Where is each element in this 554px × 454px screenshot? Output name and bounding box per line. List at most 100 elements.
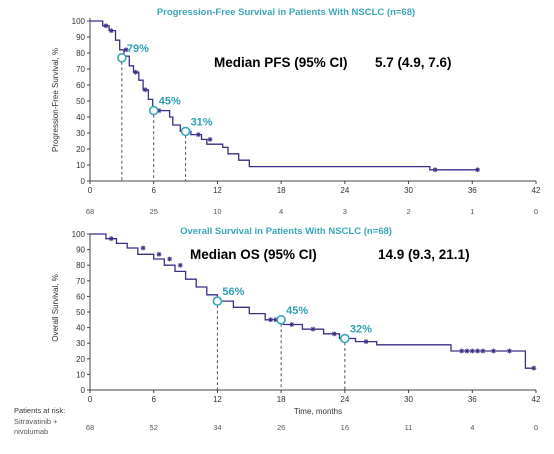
pfs-landmark-markers: 79% 45% 31% [117,43,213,137]
pfs-x-tick-label: 12 [213,186,222,195]
os-censor-mark [469,348,475,354]
os-censor-mark [108,236,114,242]
pfs-x-tick-label: 42 [532,186,541,195]
pfs-y-tick-label: 100 [72,17,86,26]
pfs-x-tick-label: 24 [340,186,349,195]
os-landmark-circle [212,296,223,306]
pfs-at-risk-value: 2 [406,207,410,216]
pfs-y-tick-label: 60 [76,81,85,90]
os-landmark-markers: 56% 45% 32% [212,286,372,344]
pfs-censor-marks [103,23,481,173]
pfs-at-risk-row: 68 25 10 4 3 2 1 0 [86,207,538,216]
pfs-landmark-circle [148,105,159,116]
os-x-tick-label: 42 [532,395,541,404]
pfs-landmark-guides [121,61,187,181]
pfs-x-tick-label: 0 [88,186,93,195]
pfs-y-tick-label: 0 [81,177,86,186]
pfs-x-tick-label: 30 [404,186,413,195]
os-censor-mark [480,348,486,354]
pfs-landmark-circle [117,52,127,63]
os-at-risk-value: 16 [341,423,349,432]
os-censor-mark [506,348,512,354]
os-y-ticks: 0 10 20 30 40 50 60 70 80 90 100 [72,230,90,395]
os-censor-mark [140,245,146,251]
os-x-tick-label: 0 [88,395,93,404]
pfs-median-text: Median PFS (95% CI) [214,55,348,70]
os-y-tick-label: 30 [76,339,85,348]
os-x-tick-label: 36 [468,395,477,404]
os-censor-mark [177,262,183,268]
pfs-landmark-label: 31% [191,116,213,128]
os-censor-mark [331,331,337,337]
pfs-at-risk-value: 1 [470,207,474,216]
os-y-tick-label: 90 [76,246,85,255]
os-at-risk-value: 68 [86,423,94,432]
pfs-censor-mark [103,23,109,29]
pfs-at-risk-value: 4 [279,207,283,216]
os-censor-mark [459,348,465,354]
os-at-risk-value: 11 [405,423,413,432]
pfs-y-tick-label: 10 [76,161,85,170]
pfs-y-tick-label: 40 [76,113,85,122]
pfs-censor-mark [432,167,438,173]
os-y-tick-label: 80 [76,261,85,270]
pfs-y-tick-label: 70 [76,65,85,74]
os-y-tick-label: 60 [76,292,85,301]
os-landmark-guides [216,305,346,390]
os-censor-mark [273,317,279,323]
os-landmark-circle [340,333,350,344]
pfs-y-ticks: 0 10 20 30 40 50 60 70 80 90 100 [72,17,90,186]
os-median-value: 14.9 (9.3, 21.1) [378,247,470,262]
pfs-landmark-circle [180,126,191,137]
os-x-tick-label: 30 [404,395,413,404]
pfs-y-axis-label: Progression-Free Survival, % [51,48,60,152]
pfs-censor-mark [207,136,213,142]
os-censor-mark [464,348,470,354]
pfs-y-tick-label: 80 [76,49,85,58]
os-y-tick-label: 50 [76,308,85,317]
os-landmark-label: 32% [350,324,372,336]
pfs-y-tick-label: 90 [76,33,85,42]
os-median-text: Median OS (95% CI) [190,247,317,262]
os-censor-mark [531,365,537,371]
pfs-y-tick-label: 50 [76,97,85,106]
os-x-tick-label: 12 [213,395,222,404]
pfs-censor-mark [142,87,148,93]
pfs-median-value: 5.7 (4.9, 7.6) [375,55,452,70]
pfs-x-tick-label: 36 [468,186,477,195]
pfs-landmark-label: 79% [127,43,149,55]
pfs-landmark-label: 45% [159,96,181,108]
os-at-risk-value: 26 [277,423,285,432]
pfs-at-risk-value: 3 [343,207,347,216]
os-title: Overall Survival in Patients With NSCLC … [180,226,392,237]
pfs-at-risk-value: 68 [86,207,94,216]
os-y-tick-label: 100 [72,230,86,239]
os-x-axis-label: Time, months [294,407,342,416]
os-censor-mark [491,348,497,354]
os-censor-mark [268,317,274,323]
pfs-x-tick-label: 6 [151,186,156,195]
pfs-censor-mark [123,47,129,53]
pfs-censor-mark [475,167,481,173]
pfs-at-risk-value: 10 [213,207,221,216]
os-at-risk-value: 34 [213,423,221,432]
os-at-risk-row: 68 52 34 26 16 11 4 0 [86,423,538,432]
os-y-tick-label: 20 [76,355,85,364]
os-at-risk-value: 4 [470,423,474,432]
risk-group-label-line1: Sitravatinib + [14,417,58,426]
pfs-censor-mark [108,28,114,34]
os-y-axis-label: Overall Survival, % [51,274,60,342]
pfs-at-risk-value: 25 [150,207,158,216]
os-y-tick-label: 40 [76,324,85,333]
pfs-x-ticks: 0 6 12 18 24 30 36 42 [88,181,541,195]
os-at-risk-value: 52 [150,423,158,432]
os-y-tick-label: 70 [76,277,85,286]
os-censor-marks [108,236,537,371]
pfs-title: Progression-Free Survival in Patients Wi… [157,7,415,18]
os-landmark-label: 56% [222,286,244,298]
os-x-tick-label: 6 [151,395,156,404]
pfs-censor-mark [156,108,162,114]
os-km-curve [90,233,534,369]
os-censor-mark [363,339,369,345]
